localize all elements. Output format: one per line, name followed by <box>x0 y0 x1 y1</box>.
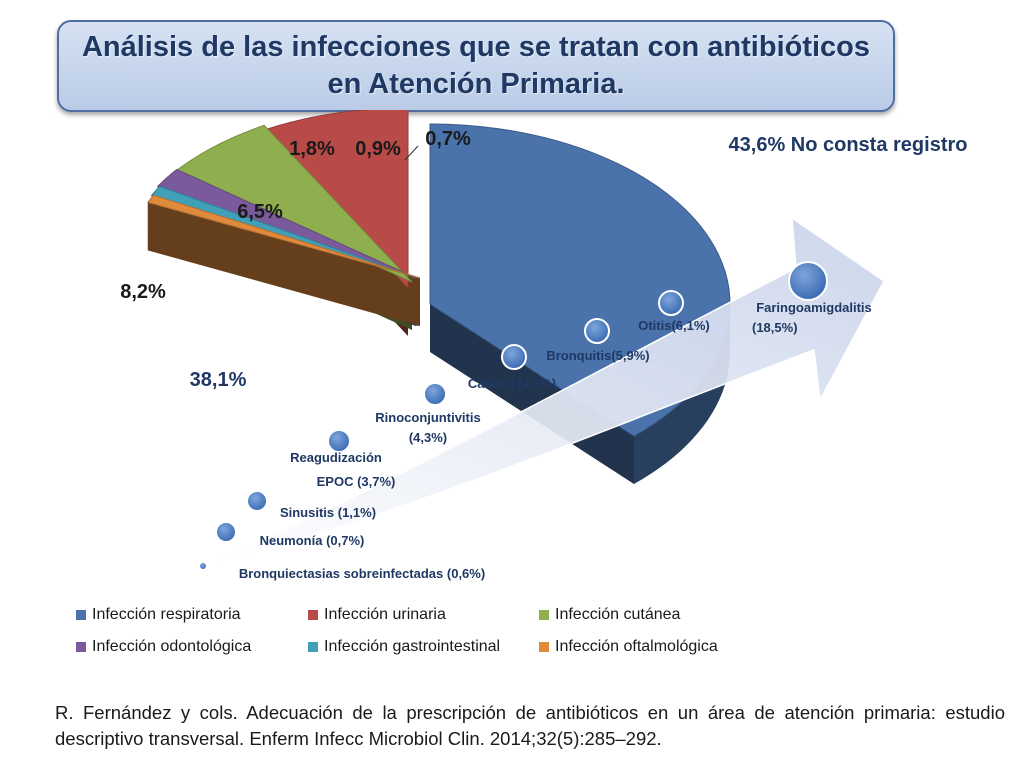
breakdown-sublabel-rinoconjuntivitis: (4,3%) <box>409 430 447 445</box>
respiratory-breakdown: Bronquiectasias sobreinfectadas (0,6%) Ne… <box>198 261 872 581</box>
legend-item-infecci-n-urinaria: Infección urinaria <box>308 606 446 624</box>
legend-label: Infección oftalmológica <box>555 638 718 655</box>
leader-line <box>404 145 419 161</box>
slice-label-infecci-n-gastrointestinal: 0,9% <box>355 138 401 160</box>
pie-chart: 38,1% 8,2% 6,5% 1,8% 0,9% 0,7% Bronquiectasia… <box>120 110 968 581</box>
breakdown-label-faringoamigdalitis: Faringoamigdalitis <box>756 300 872 315</box>
legend-item-infecci-n-oftalmol-gica: Infección oftalmológica <box>539 638 718 656</box>
slice-label-infecci-n-respiratoria: 38,1% <box>190 369 247 391</box>
legend-label: Infección cutánea <box>555 606 681 623</box>
breakdown-dot-otitis <box>658 290 684 316</box>
breakdown-dot-bronquiectasias-sobreinfectadas <box>198 561 208 571</box>
pie-slice-infecci-n-odontol-gica <box>156 168 417 279</box>
legend-swatch <box>539 610 549 620</box>
breakdown-label-rinoconjuntivitis: Rinoconjuntivitis <box>375 410 480 425</box>
legend-label: Infección respiratoria <box>92 606 241 623</box>
legend-swatch <box>76 610 86 620</box>
legend-label: Infección urinaria <box>324 606 446 623</box>
arrow-shape <box>204 216 885 567</box>
legend-swatch <box>539 642 549 652</box>
no-record-annotation: 43,6% No consta registro <box>729 134 968 156</box>
legend-label: Infección odontológica <box>92 638 252 655</box>
respiratory-arrow <box>204 216 885 567</box>
breakdown-dot-rinoconjuntivitis <box>423 382 447 406</box>
breakdown-label-sinusitis: Sinusitis (1,1%) <box>280 505 376 520</box>
legend-item-infecci-n-respiratoria: Infección respiratoria <box>76 606 241 624</box>
pie-labels: 38,1% 8,2% 6,5% 1,8% 0,9% 0,7% <box>120 128 471 391</box>
legend-item-infecci-n-odontol-gica: Infección odontológica <box>76 638 251 656</box>
title-box: Análisis de las infecciones que se trata… <box>57 20 895 112</box>
breakdown-dot-sinusitis <box>246 490 268 512</box>
breakdown-dot-reagudizaci-n-epoc <box>327 429 351 453</box>
slice-label-infecci-n-urinaria: 8,2% <box>120 281 166 303</box>
breakdown-dot-catarro <box>501 344 527 370</box>
breakdown-sublabel-faringoamigdalitis: (18,5%) <box>752 320 798 335</box>
chart-title: Análisis de las infecciones que se trata… <box>82 29 870 103</box>
legend-swatch <box>76 642 86 652</box>
chart-title-line2: en Atención Primaria. <box>327 68 625 100</box>
breakdown-dot-faringoamigdalitis <box>788 261 828 301</box>
breakdown-label-reagudizaci-n-epoc: Reagudización <box>290 450 382 465</box>
breakdown-label-catarro: Catarro (4,6%) <box>468 376 556 391</box>
legend-item-infecci-n-cut-nea: Infección cutánea <box>539 606 680 624</box>
breakdown-label-otitis: Otitis(6,1%) <box>638 318 710 333</box>
breakdown-label-bronquitis: Bronquitis(5,9%) <box>546 348 649 363</box>
legend-swatch <box>308 610 318 620</box>
slice-label-infecci-n-cut-nea: 6,5% <box>237 201 283 223</box>
breakdown-dot-bronquitis <box>584 318 610 344</box>
breakdown-label-neumon-a: Neumonía (0,7%) <box>260 533 365 548</box>
breakdown-label-bronquiectasias-sobreinfectadas: Bronquiectasias sobreinfectadas (0,6%) <box>239 566 485 581</box>
breakdown-sublabel-reagudizaci-n-epoc: EPOC (3,7%) <box>317 474 396 489</box>
pie-side-infecci-n-respiratoria <box>633 308 730 484</box>
slice-label-infecci-n-odontol-gica: 1,8% <box>289 138 335 160</box>
chart-title-line1: Análisis de las infecciones que se trata… <box>81 31 871 63</box>
legend-item-infecci-n-gastrointestinal: Infección gastrointestinal <box>308 638 500 656</box>
breakdown-dot-neumon-a <box>215 521 237 543</box>
legend-swatch <box>308 642 318 652</box>
legend-label: Infección gastrointestinal <box>324 638 501 655</box>
citation: R. Fernández y cols. Adecuación de la pr… <box>55 702 1005 749</box>
slice-label-infecci-n-oftalmol-gica: 0,7% <box>425 128 471 150</box>
pie-slice-infecci-n-gastrointestinal <box>150 185 419 279</box>
pie-face-infecci-n-oftalmol-gica <box>153 195 420 326</box>
pie-slice-infecci-n-oftalmol-gica <box>146 194 421 279</box>
